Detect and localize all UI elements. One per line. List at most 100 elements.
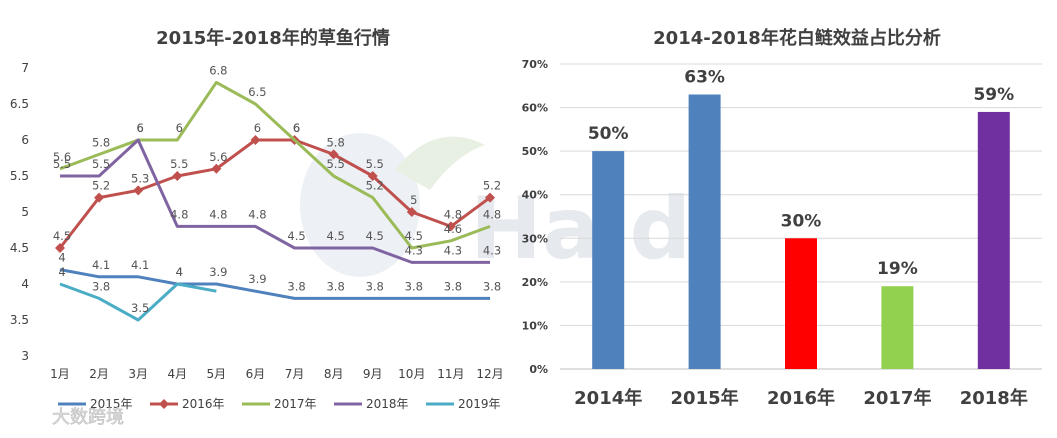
data-label: 5.6 <box>53 150 71 164</box>
bar-chart-title: 2014-2018年花白鲢效益占比分析 <box>653 27 941 49</box>
y-tick-label: 20% <box>522 276 548 289</box>
legend-item: 2016年 <box>150 397 225 411</box>
bar-chart: 2014-2018年花白鲢效益占比分析 0% 10% 20% 30% 40% 50% 60%… <box>522 27 1042 409</box>
data-label: 5.5 <box>326 157 344 171</box>
watermark-logo <box>300 133 420 277</box>
line-chart-legend: 2015年 2016年 2017年 2018年 2019年 <box>58 397 501 411</box>
x-tick-label: 2016年 <box>767 387 835 409</box>
x-tick-label: 4月 <box>167 367 187 381</box>
bar-value-label: 50% <box>588 124 629 144</box>
bar-value-label: 59% <box>973 85 1014 105</box>
data-label: 6 <box>176 121 183 135</box>
data-label: 4.1 <box>92 258 110 272</box>
series-marker <box>211 163 222 174</box>
line-chart-y-axis: 3 3.5 4 4.5 5 5.5 6 6.5 7 <box>10 61 29 363</box>
y-tick-label: 4.5 <box>10 241 29 255</box>
y-tick-label: 30% <box>522 232 548 245</box>
data-label: 5.5 <box>170 157 188 171</box>
data-label: 4.3 <box>405 243 423 257</box>
series-line <box>59 282 217 322</box>
data-label: 3.8 <box>92 279 110 293</box>
data-label: 6.8 <box>209 63 227 77</box>
data-label: 4 <box>58 251 65 265</box>
legend-item: 2017年 <box>242 397 317 411</box>
watermark: Haid <box>300 133 691 279</box>
data-label: 3.8 <box>444 279 462 293</box>
data-label: 4.3 <box>444 243 462 257</box>
legend-label: 2015年 <box>90 397 133 411</box>
data-label: 5.8 <box>92 135 110 149</box>
bar-chart-value-labels: 50% 63% 30% 19% 59% <box>588 68 1014 280</box>
data-label: 4.3 <box>483 243 501 257</box>
data-label: 3.8 <box>287 279 305 293</box>
series-line <box>59 80 491 250</box>
data-label: 5.2 <box>366 179 384 193</box>
data-label: 5.5 <box>92 157 110 171</box>
legend-item: 2015年 <box>58 397 133 411</box>
legend-item: 2019年 <box>426 397 501 411</box>
watermark-leaf <box>395 136 485 190</box>
x-tick-label: 11月 <box>437 367 464 381</box>
data-label: 6 <box>137 121 144 135</box>
data-label: 3.8 <box>326 279 344 293</box>
data-label: 3.5 <box>131 301 149 315</box>
legend-marker <box>159 399 169 409</box>
data-label: 3.9 <box>209 265 227 279</box>
legend-label: 2016年 <box>182 397 225 411</box>
bar-chart-x-axis: 2014年 2015年 2016年 2017年 2018年 <box>574 387 1028 409</box>
y-tick-label: 10% <box>522 319 548 332</box>
bar-value-label: 30% <box>781 211 822 231</box>
data-label: 4.8 <box>170 207 188 221</box>
line-chart-x-axis: 1月 2月 3月 4月 5月 6月 7月 8月 9月 10月 11月 12月 <box>50 367 503 381</box>
x-tick-label: 3月 <box>128 367 148 381</box>
data-label: 6 <box>137 121 144 135</box>
x-tick-label: 5月 <box>207 367 227 381</box>
x-tick-label: 2017年 <box>863 387 931 409</box>
data-label: 6.5 <box>248 85 266 99</box>
data-label: 4.5 <box>287 229 305 243</box>
y-tick-label: 70% <box>522 58 548 71</box>
data-label: 4.8 <box>209 207 227 221</box>
data-label: 5.8 <box>326 135 344 149</box>
series-marker <box>250 135 261 145</box>
y-tick-label: 6.5 <box>10 97 29 111</box>
data-label: 5.5 <box>366 157 384 171</box>
line-chart-series <box>55 80 495 322</box>
legend-item: 2018年 <box>334 397 409 411</box>
data-label: 4.8 <box>248 207 266 221</box>
x-tick-label: 2015年 <box>671 387 739 409</box>
watermark-text: Haid <box>470 179 691 279</box>
y-tick-label: 5.5 <box>10 169 29 183</box>
line-chart-title: 2015年-2018年的草鱼行情 <box>156 27 390 49</box>
data-label: 6 <box>254 121 261 135</box>
data-label: 6 <box>293 121 300 135</box>
data-label: 5.6 <box>209 150 227 164</box>
x-tick-label: 10月 <box>398 367 425 381</box>
y-tick-label: 50% <box>522 145 548 158</box>
x-tick-label: 2月 <box>89 367 109 381</box>
y-tick-label: 60% <box>522 102 548 115</box>
data-label: 3.8 <box>366 279 384 293</box>
data-label: 4.6 <box>444 222 462 236</box>
x-tick-label: 8月 <box>324 367 344 381</box>
line-chart-data-labels: 4 4.1 4.1 4 3.9 3.9 3.8 3.8 3.8 3.8 3.8 3.8 4.5 5.2 5.… <box>53 63 501 315</box>
legend-label: 2017年 <box>274 397 317 411</box>
data-label: 5.2 <box>92 179 110 193</box>
data-label: 3.9 <box>248 272 266 286</box>
bar <box>881 286 914 369</box>
legend-label: 2019年 <box>458 397 501 411</box>
series-marker <box>367 171 378 181</box>
data-label: 4 <box>58 265 65 279</box>
bar-chart-y-axis: 0% 10% 20% 30% 40% 50% 60% 70% <box>522 58 548 376</box>
data-label: 3.8 <box>405 279 423 293</box>
series-marker <box>94 192 105 203</box>
data-label: 4.8 <box>444 207 462 221</box>
bar <box>977 111 1010 369</box>
y-tick-label: 7 <box>21 61 29 75</box>
series-marker <box>55 243 65 253</box>
x-tick-label: 1月 <box>50 367 70 381</box>
series-marker <box>445 221 456 232</box>
data-label: 5.2 <box>483 179 501 193</box>
series-marker <box>485 192 495 203</box>
